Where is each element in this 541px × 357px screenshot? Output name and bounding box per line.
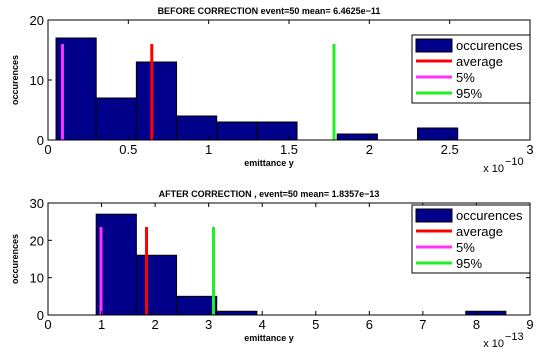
x-tick-label: 1.5 [280,142,298,157]
x-tick-label: 4 [259,317,266,332]
x-tick-label: 2 [151,317,158,332]
legend-entry-label: 5% [456,70,475,85]
histogram-bar [176,295,218,316]
x-tick-label: 0.5 [119,142,137,157]
histogram-bar [95,97,137,141]
x-axis-exponent: −10 [505,156,524,168]
histogram-bar [465,310,507,316]
legend-entry-label: average [456,54,503,69]
chart-title: AFTER CORRECTION , event=50 mean= 1.8357… [159,189,380,199]
histogram-bar [135,61,178,141]
chart-after-correction: 0 1 2 3 4 5 6 7 8 9 0 10 20 30 AFTER CORRECTION , even… [10,189,534,350]
x-tick-label: 1 [205,142,212,157]
x-axis-exponent: −13 [505,331,524,343]
x-tick-label: 1 [98,317,105,332]
x-axis-label: emittance y [244,158,294,168]
legend-swatch-patch [415,208,453,223]
legend-entry-label: average [456,224,503,239]
histogram-bar [216,121,258,141]
y-tick-label: 20 [30,233,44,248]
x-tick-label: 2 [366,142,373,157]
legend-entry-label: 95% [456,256,482,271]
y-tick-label: 10 [30,73,44,88]
legend-entry-label: 5% [456,240,475,255]
x-tick-label: 5 [312,317,319,332]
chart-title: BEFORE CORRECTION event=50 mean= 6.4625e… [158,6,381,16]
x-tick-label: 3 [205,317,212,332]
legend-entry-label: 95% [456,86,482,101]
histogram-bar [95,213,137,316]
x-axis-multiplier: x 10 [483,163,504,175]
x-tick-label: 0 [44,317,51,332]
histogram-bar [216,310,258,316]
x-tick-label: 7 [419,317,426,332]
histogram-bar [135,254,178,316]
y-tick-label: 0 [37,308,44,323]
histogram-bar [176,115,218,141]
histogram-bar [417,127,459,141]
histogram-bar [256,121,298,141]
y-tick-label: 10 [30,271,44,286]
y-tick-label: 30 [30,196,44,211]
x-axis-multiplier: x 10 [483,338,504,350]
x-tick-label: 8 [473,317,480,332]
y-tick-label: 20 [30,13,44,28]
x-tick-label: 2.5 [441,142,459,157]
legend-swatch-patch [415,38,453,53]
x-tick-label: 3 [526,142,533,157]
legend-entry-label: occurences [456,38,523,53]
y-axis-label: occurences [10,55,20,105]
legend-entry-label: occurences [456,208,523,223]
x-tick-label: 6 [366,317,373,332]
chart-before-correction: 0 0.5 1 1.5 2 2.5 3 0 10 20 BEFORE CORRECTION even… [10,6,534,175]
x-axis-label: emittance y [244,333,294,343]
x-tick-label: 0 [44,142,51,157]
y-tick-label: 0 [37,133,44,148]
y-axis-label: occurences [10,234,20,284]
histogram-bar [336,133,378,141]
x-tick-label: 9 [526,317,533,332]
